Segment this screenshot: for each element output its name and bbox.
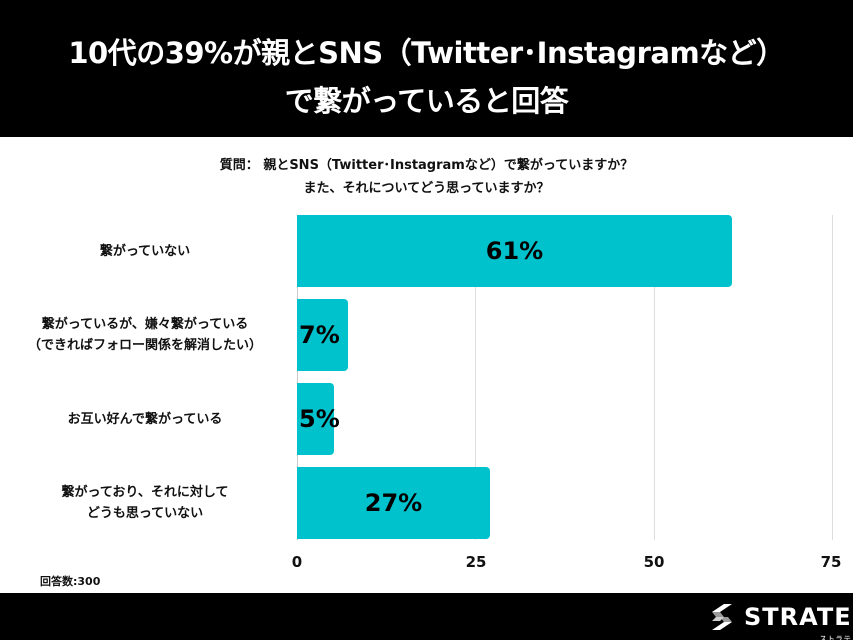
category-label-line: どうも思っていない — [86, 506, 204, 521]
footer-bar — [0, 593, 853, 640]
bar-value-label: 27% — [364, 489, 423, 517]
survey-question: 質問： 親とSNS（Twitter･Instagramなど）で繋がっていますか？… — [0, 154, 853, 200]
bar-indifferent: 27% — [297, 467, 490, 539]
category-label: 繋がっているが、嫌々繋がっている （できればフォロー関係を解消したい） — [0, 299, 290, 371]
gridline-25 — [475, 215, 476, 540]
question-line-2: また、それについてどう思っていますか？ — [303, 181, 550, 196]
brand-logo: STRATE ストラテ — [708, 602, 852, 640]
x-tick: 25 — [465, 553, 487, 571]
brand-name: STRATE ストラテ — [744, 603, 852, 640]
gridline-0 — [297, 215, 298, 540]
category-label-line: 繋がっており、それに対して — [61, 485, 229, 500]
title-line-1: 10代の39%が親とSNS（Twitter･Instagramなど） — [68, 36, 785, 70]
gridline-75 — [832, 215, 833, 540]
bar-mutually-connected: 5% — [297, 383, 340, 455]
title-banner: 10代の39%が親とSNS（Twitter･Instagramなど） で繋がって… — [0, 0, 853, 137]
x-tick: 50 — [643, 553, 665, 571]
category-label: お互い好んで繋がっている — [0, 383, 290, 455]
x-tick: 75 — [820, 553, 842, 571]
bar-value-label: 61% — [485, 237, 544, 265]
bar-reluctantly-connected: 7% — [297, 299, 348, 371]
respondent-count: 回答数:300 — [40, 575, 101, 588]
bar-not-connected: 61% — [297, 215, 732, 287]
category-label: 繋がっており、それに対して どうも思っていない — [0, 467, 290, 539]
x-tick: 0 — [291, 553, 303, 571]
strate-logo-icon — [712, 604, 732, 630]
brand-wordmark: STRATE — [744, 603, 852, 631]
category-label-line: 繋がっていない — [99, 243, 191, 259]
category-label-line: 繋がっているが、嫌々繋がっている — [41, 317, 249, 332]
category-label: 繋がっていない — [0, 215, 290, 287]
title-line-2: で繋がっていると回答 — [284, 84, 569, 118]
bar-chart: 繋がっていない 61% 繋がっているが、嫌々繋がっている （できればフォロー関係… — [0, 200, 853, 590]
bar-value-label: 5% — [299, 405, 340, 433]
question-line-1: 質問： 親とSNS（Twitter･Instagramなど）で繋がっていますか？ — [219, 158, 634, 173]
bar-value-label: 7% — [299, 321, 340, 349]
brand-katakana: ストラテ — [819, 635, 852, 640]
category-label-line: お互い好んで繋がっている — [67, 411, 223, 427]
gridline-50 — [654, 215, 655, 540]
category-label-line: （できればフォロー関係を解消したい） — [27, 338, 262, 353]
